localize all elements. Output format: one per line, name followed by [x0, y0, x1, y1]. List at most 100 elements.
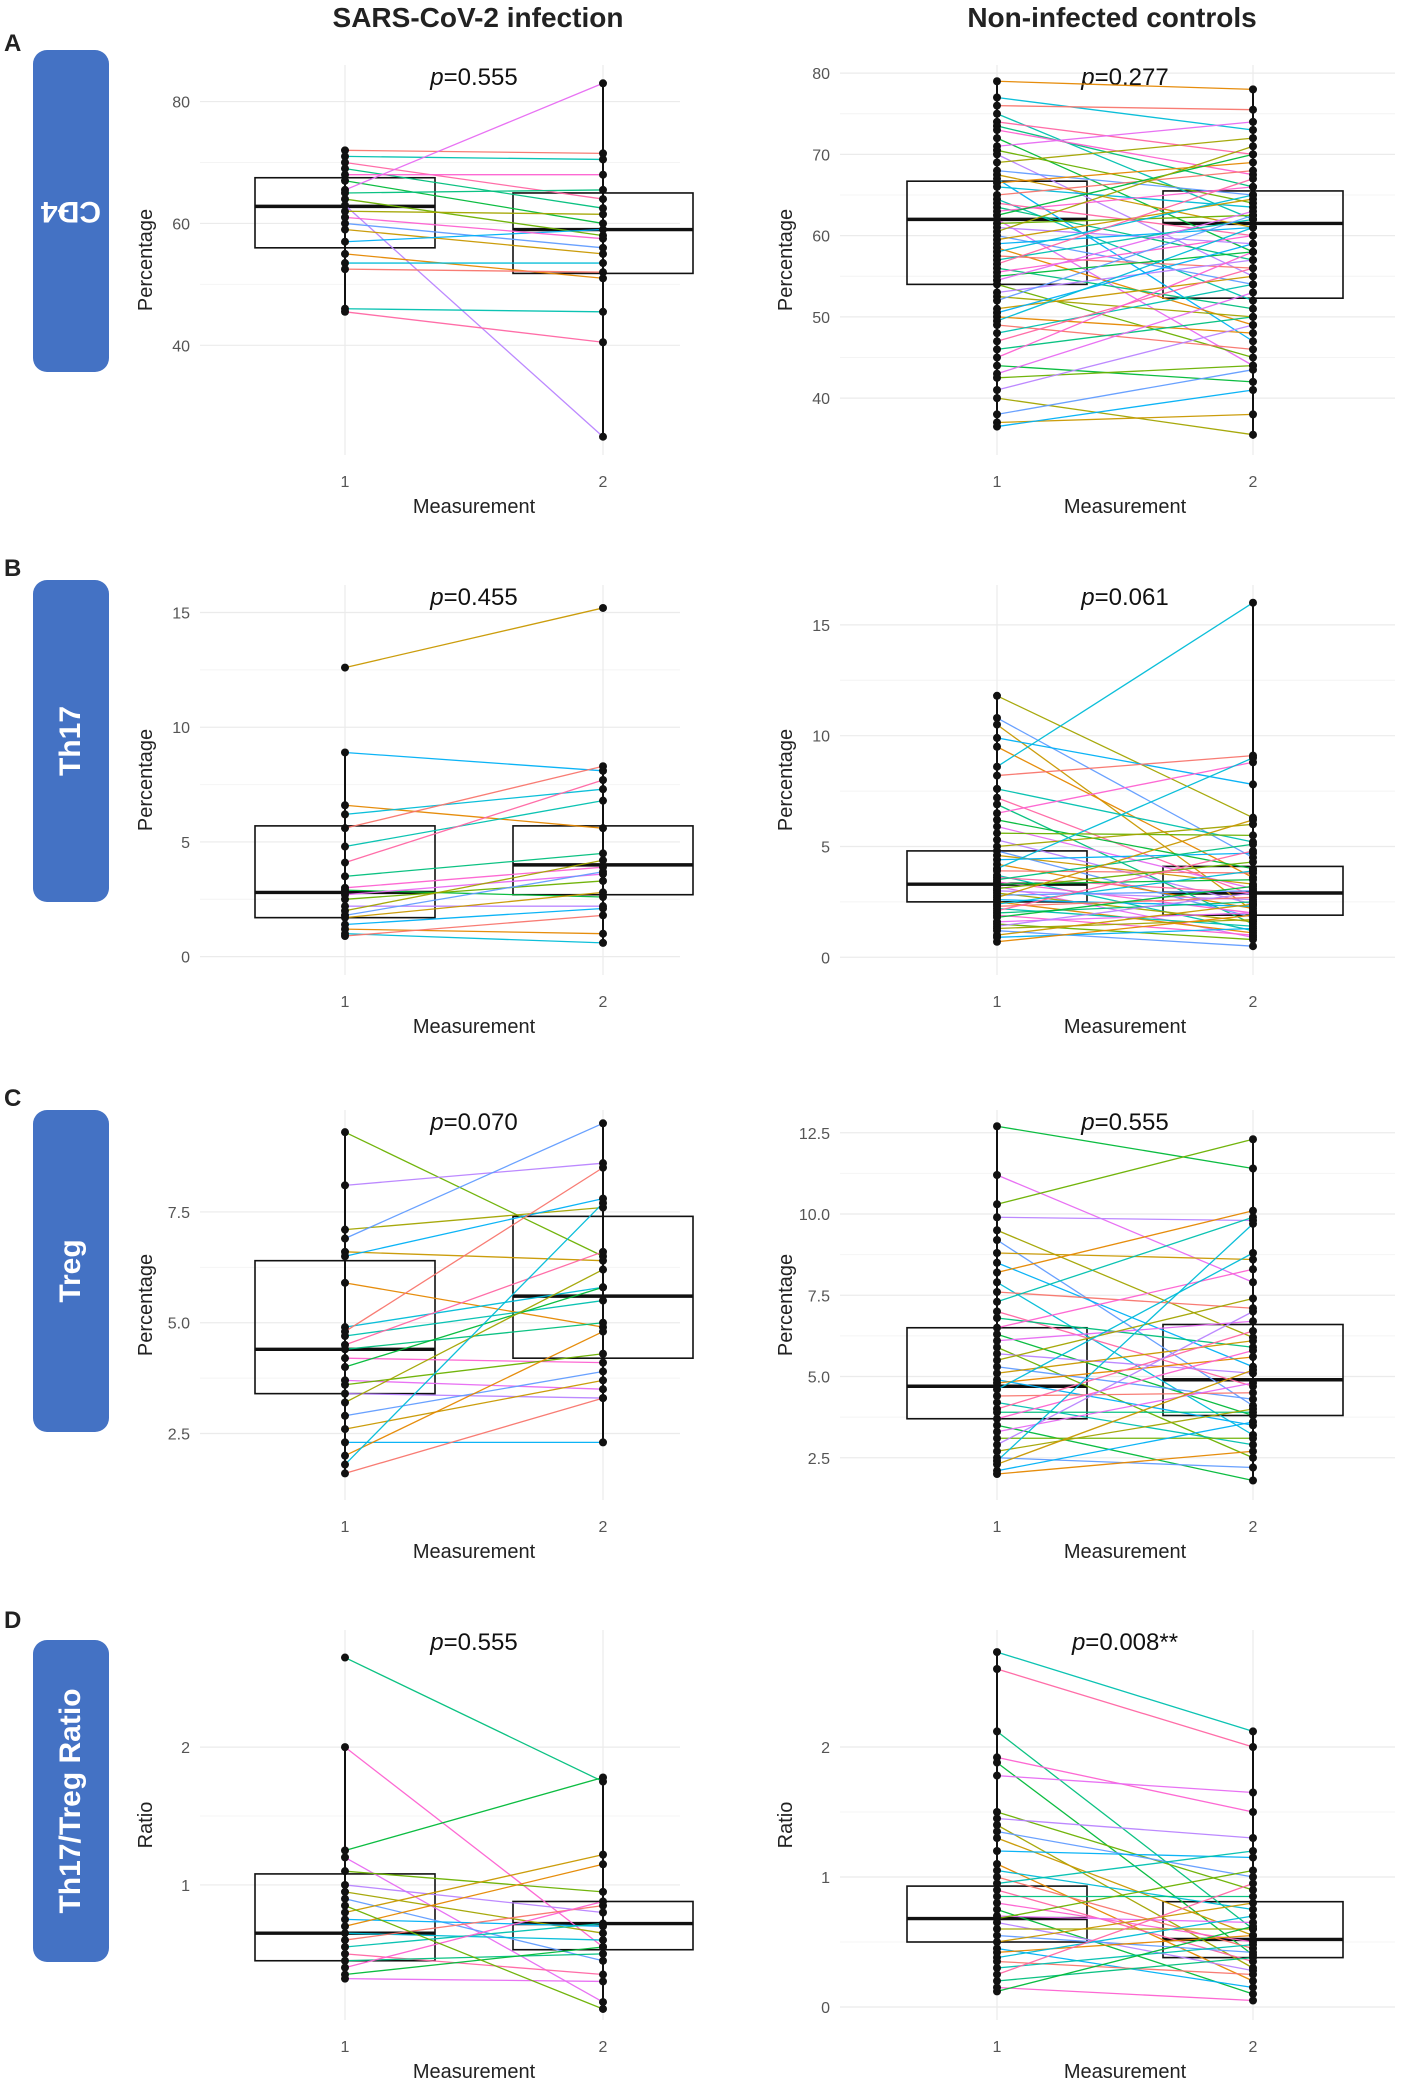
- y-axis-label: Percentage: [775, 209, 797, 311]
- x-tick-label: 1: [993, 994, 1002, 1011]
- row-badge-th17: Th17: [33, 580, 109, 902]
- p-value-prefix: p: [1080, 64, 1094, 91]
- pair-line: [996, 850, 1254, 919]
- data-point-2: [599, 274, 607, 283]
- column-title-right: Non-infected controls: [967, 2, 1257, 33]
- data-point-1: [341, 152, 349, 161]
- data-point-2: [1249, 1395, 1257, 1404]
- y-tick-label: 10: [812, 729, 830, 746]
- data-point-1: [993, 386, 1001, 394]
- data-point-1: [341, 913, 349, 922]
- data-point-1: [341, 1942, 349, 1951]
- y-tick-label: 80: [172, 95, 190, 112]
- data-point-1: [341, 207, 349, 216]
- data-point-2: [1249, 410, 1257, 419]
- pair-line: [996, 1382, 1254, 1433]
- pair-line: [996, 113, 1254, 220]
- x-tick-label: 2: [1249, 1519, 1258, 1536]
- pair-line: [996, 927, 1254, 938]
- pair-line: [996, 364, 1254, 383]
- data-point-2: [1249, 256, 1257, 264]
- data-point-1: [993, 422, 1001, 431]
- y-tick-label: 15: [812, 618, 830, 635]
- pair-line: [996, 1210, 1254, 1274]
- pair-line: [344, 1884, 604, 1914]
- pair-line: [996, 214, 1254, 302]
- p-value-prefix: p: [429, 1109, 443, 1136]
- pair-line: [996, 870, 1254, 874]
- data-point-1: [341, 1460, 349, 1469]
- pair-line: [996, 1229, 1254, 1339]
- data-point-1: [993, 1414, 1001, 1423]
- data-point-2: [599, 888, 607, 897]
- pair-line: [344, 891, 604, 919]
- row-label-th17: Th17: [54, 705, 87, 777]
- pair-line: [344, 1891, 604, 1934]
- pair-line: [996, 737, 1254, 786]
- data-point-2: [1249, 1808, 1257, 1816]
- data-point-1: [341, 1887, 349, 1896]
- data-point-2: [599, 1438, 607, 1447]
- pair-line: [996, 198, 1254, 241]
- data-point-2: [1249, 1440, 1257, 1449]
- data-point-2: [599, 929, 607, 938]
- pair-line: [996, 1424, 1254, 1482]
- data-point-1: [341, 801, 349, 810]
- pair-line: [344, 1978, 604, 1983]
- pair-line: [996, 389, 1254, 428]
- data-point-2: [599, 1256, 607, 1265]
- pair-line: [344, 1863, 604, 1927]
- pair-line: [996, 234, 1254, 273]
- x-tick-label: 1: [341, 1519, 350, 1536]
- row-badge-treg: Treg: [33, 1110, 109, 1432]
- data-point-2: [1249, 1853, 1257, 1862]
- data-point-1: [341, 265, 349, 274]
- data-point-1: [993, 1827, 1001, 1836]
- pair-line: [344, 765, 604, 829]
- pair-line: [996, 186, 1254, 208]
- pair-line: [996, 1333, 1254, 1417]
- data-point-2: [599, 432, 607, 441]
- data-point-1: [993, 815, 1001, 824]
- y-tick-label: 7.5: [168, 1205, 190, 1222]
- data-point-2: [1249, 312, 1257, 321]
- data-point-1: [993, 793, 1001, 802]
- p-value-prefix: p: [429, 64, 443, 91]
- pair-line: [344, 1167, 604, 1333]
- data-point-2: [1249, 1135, 1257, 1144]
- data-point-2: [1249, 117, 1257, 126]
- pair-line: [344, 1251, 604, 1346]
- y-tick-label: 0: [821, 950, 830, 967]
- data-point-1: [341, 176, 349, 185]
- pair-line: [996, 901, 1254, 914]
- data-point-2: [1249, 353, 1257, 362]
- data-point-1: [341, 748, 349, 757]
- chart-panel-b-right: 0 5 10 15 1 2 Measurement Percentage p=0.061: [775, 584, 1395, 1038]
- data-point-2: [599, 1199, 607, 1208]
- pair-line: [344, 804, 604, 829]
- y-tick-label: 70: [812, 147, 830, 164]
- data-point-2: [1249, 337, 1257, 346]
- data-point-2: [1249, 1418, 1257, 1426]
- pair-line: [996, 1921, 1254, 1972]
- data-point-1: [341, 1354, 349, 1363]
- data-point-1: [993, 1987, 1001, 1996]
- pair-line: [996, 914, 1254, 943]
- data-point-1: [993, 1440, 1001, 1449]
- data-point-2: [1249, 288, 1257, 297]
- data-point-1: [993, 784, 1001, 793]
- data-point-2: [1249, 304, 1257, 313]
- pair-line: [996, 234, 1254, 286]
- pair-line: [996, 1216, 1254, 1303]
- y-tick-label: 10: [172, 720, 190, 737]
- pair-line: [996, 226, 1254, 322]
- p-value-prefix: p: [1080, 584, 1094, 611]
- data-point-1: [993, 1758, 1001, 1767]
- y-tick-label: 40: [812, 391, 830, 408]
- data-point-1: [993, 1226, 1001, 1235]
- pair-line: [996, 251, 1254, 359]
- data-point-2: [599, 1897, 607, 1906]
- data-point-1: [341, 1915, 349, 1924]
- data-point-2: [1249, 1886, 1257, 1894]
- pair-line: [344, 1286, 604, 1328]
